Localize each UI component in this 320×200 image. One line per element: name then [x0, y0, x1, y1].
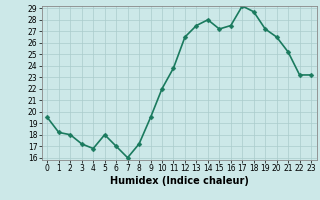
- X-axis label: Humidex (Indice chaleur): Humidex (Indice chaleur): [110, 176, 249, 186]
